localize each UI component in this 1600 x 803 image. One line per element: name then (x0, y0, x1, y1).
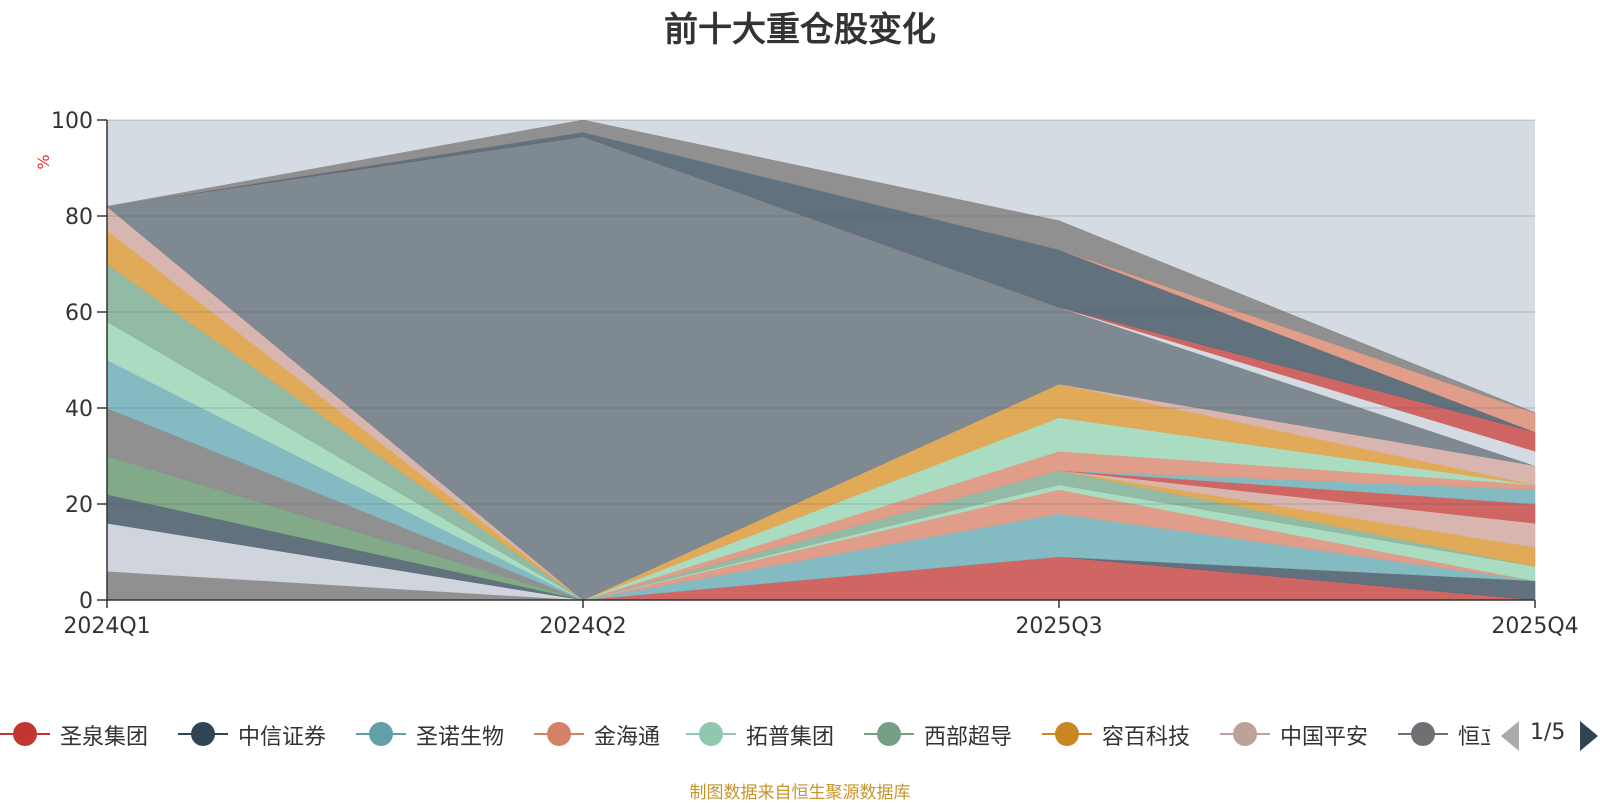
x-tick-label: 2025Q3 (1015, 614, 1102, 639)
y-tick-label: 40 (65, 397, 93, 422)
pager-text: 1/5 (1530, 720, 1566, 745)
pager-prev-arrow-icon[interactable] (1501, 721, 1519, 751)
legend-label: 圣诺生物 (416, 725, 505, 750)
legend-dot-icon (191, 722, 215, 746)
x-tick-label: 2025Q4 (1491, 614, 1578, 639)
chart-title: 前十大重仓股变化 (664, 10, 936, 50)
legend: 圣泉集团 中信证券 圣诺生物 金海通 拓普集团 西部超导 容百科技 中国平安 恒立液压 (0, 714, 1490, 754)
legend-dot-icon (1055, 722, 1079, 746)
source-note: 制图数据来自恒生聚源数据库 (689, 783, 911, 803)
legend-label: 拓普集团 (746, 725, 835, 750)
legend-dot-icon (547, 722, 571, 746)
legend-dot-icon (699, 722, 723, 746)
x-tick-label: 2024Q2 (539, 614, 626, 639)
y-tick-label: 100 (51, 109, 93, 134)
legend-dot-icon (1233, 722, 1257, 746)
legend-label: 金海通 (594, 725, 661, 750)
y-tick-label: 0 (79, 589, 93, 614)
legend-label: 中国平安 (1280, 725, 1369, 750)
legend-label: 容百科技 (1102, 725, 1191, 750)
legend-label: 圣泉集团 (60, 725, 149, 750)
legend-label: 恒立液压 (1458, 725, 1490, 750)
legend-label: 中信证券 (238, 725, 327, 750)
area-layer-31 (106, 119, 1536, 414)
x-tick-label: 2024Q1 (63, 614, 150, 639)
y-axis-label: % (34, 154, 53, 169)
legend-dot-icon (369, 722, 393, 746)
y-tick-label: 20 (65, 493, 93, 518)
y-tick-label: 80 (65, 205, 93, 230)
legend-pager: 1/5 (1498, 718, 1600, 754)
pager-next-arrow-icon[interactable] (1580, 721, 1598, 751)
legend-dot-icon (877, 722, 901, 746)
y-tick-label: 60 (65, 301, 93, 326)
legend-dot-icon (1411, 722, 1435, 746)
legend-label: 西部超导 (924, 725, 1013, 750)
legend-dot-icon (13, 722, 37, 746)
